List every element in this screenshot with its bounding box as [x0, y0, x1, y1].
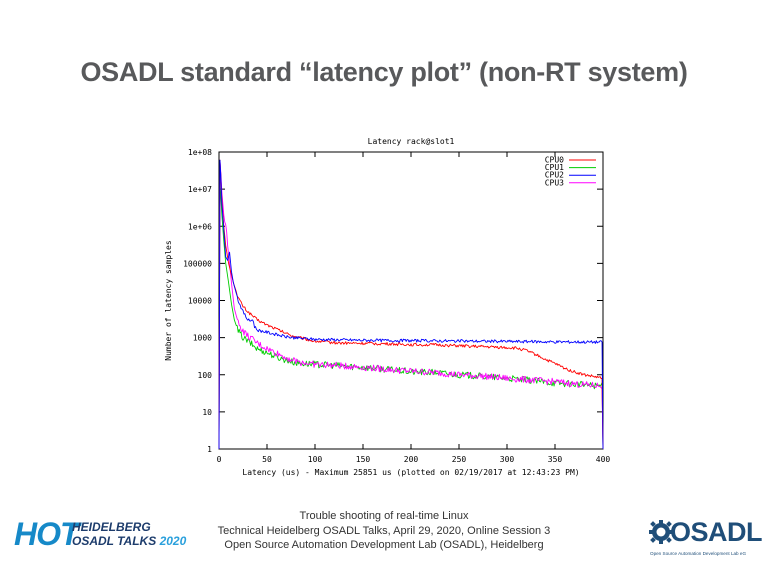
x-tick-label: 200	[404, 455, 419, 464]
y-axis-label: Number of latency samples	[164, 240, 173, 361]
osadl-logo-word: OSADL	[670, 517, 763, 547]
series-line-cpu1	[218, 182, 604, 450]
legend-label-cpu1: CPU1	[545, 163, 564, 172]
y-tick-label: 1	[207, 445, 212, 454]
legend-label-cpu3: CPU3	[545, 178, 564, 187]
y-tick-label: 10000	[188, 297, 212, 306]
y-tick-label: 1e+07	[188, 185, 212, 194]
hot-logo-talks: OSADL TALKS	[72, 534, 157, 548]
hot-logo-line-1: HEIDELBERG	[72, 520, 151, 534]
y-tick-label: 10	[202, 408, 212, 417]
x-tick-label: 50	[262, 455, 272, 464]
hot-logo-word: HOT	[14, 516, 80, 552]
series-line-cpu2	[218, 159, 604, 450]
chart-title: Latency rack@slot1	[368, 137, 455, 146]
x-axis-label: Latency (us) - Maximum 25851 us (plotted…	[242, 468, 579, 477]
footer-line-1: Trouble shooting of real-time Linux	[299, 510, 469, 522]
legend-label-cpu2: CPU2	[545, 171, 564, 180]
x-tick-label: 0	[217, 455, 222, 464]
x-tick-label: 150	[356, 455, 371, 464]
series-line-cpu0	[218, 159, 604, 450]
legend-label-cpu0: CPU0	[545, 156, 564, 165]
osadl-logo-tagline: Open Source Automation Development Lab e…	[650, 551, 747, 556]
y-tick-label: 100000	[183, 259, 212, 268]
y-tick-label: 1e+08	[188, 148, 212, 157]
footer-line-3: Open Source Automation Development Lab (…	[224, 539, 544, 551]
x-tick-label: 250	[452, 455, 467, 464]
x-tick-label: 300	[500, 455, 515, 464]
osadl-logo: OSADL Open Source Automation Development…	[648, 511, 763, 561]
x-tick-label: 400	[596, 455, 611, 464]
x-tick-label: 100	[308, 455, 323, 464]
slide-title: OSADL standard “latency plot” (non-RT sy…	[80, 57, 688, 87]
gear-icon	[649, 520, 673, 544]
hot-logo-year: 2020	[159, 534, 187, 548]
latency-chart: Latency rack@slot1 Latency (us) - Maximum…	[164, 137, 611, 477]
y-tick-label: 1e+06	[188, 222, 212, 231]
y-tick-label: 1000	[193, 334, 212, 343]
y-tick-label: 100	[198, 371, 213, 380]
plot-frame	[218, 151, 604, 450]
series-line-cpu3	[218, 159, 604, 450]
footer-line-2: Technical Heidelberg OSADL Talks, April …	[217, 524, 551, 537]
hot-heidelberg-logo: HOT HEIDELBERG OSADL TALKS 2020	[14, 516, 186, 556]
hot-logo-line-2: OSADL TALKS 2020	[72, 535, 186, 548]
footer: Trouble shooting of real-time Linux Tech…	[190, 509, 578, 553]
x-tick-label: 350	[548, 455, 563, 464]
